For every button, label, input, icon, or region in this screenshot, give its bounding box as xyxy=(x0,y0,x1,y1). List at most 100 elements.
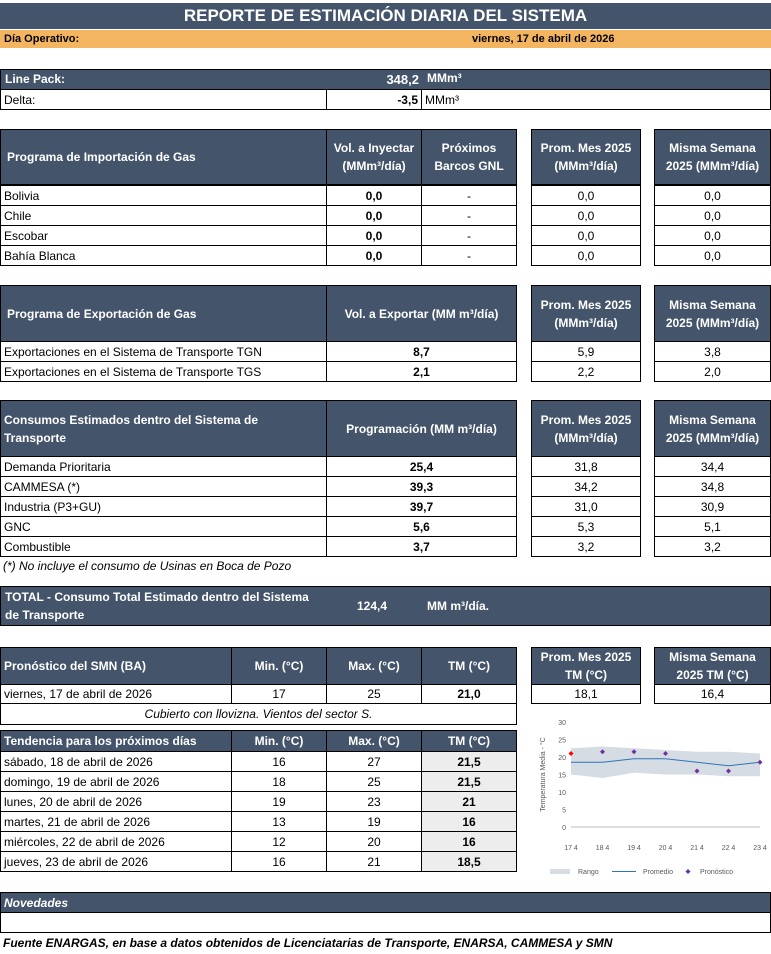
tendencia-row-tm: 16 xyxy=(421,811,517,832)
tendencia-row-min: 13 xyxy=(231,811,327,832)
import-row-vol: 0,0 xyxy=(326,245,422,266)
x-tick-label: 17 4 xyxy=(564,845,578,852)
tendencia-row-date: miércoles, 22 de abril de 2026 xyxy=(0,831,232,852)
tendencia-row-date: domingo, 19 de abril de 2026 xyxy=(0,771,232,792)
pronostico-tm: 21,0 xyxy=(421,684,517,704)
x-tick-label: 20 4 xyxy=(659,845,673,852)
legend-rango-swatch xyxy=(550,869,570,874)
consumo-row-name: CAMMESA (*) xyxy=(0,476,327,497)
tendencia-row-date: lunes, 20 de abril de 2026 xyxy=(0,791,232,812)
total-value: 124,4 xyxy=(357,599,388,613)
importacion-col-prom: Prom. Mes 2025 (MMm³/día) xyxy=(531,129,641,185)
tendencia-row-max: 27 xyxy=(326,751,422,772)
tendencia-header: Tendencia para los próximos días xyxy=(0,730,232,752)
export-row-name: Exportaciones en el Sistema de Transport… xyxy=(0,361,327,382)
pronostico-header: Pronóstico del SMN (BA) xyxy=(0,647,232,685)
promedio-line xyxy=(571,758,761,767)
tendencia-row-min: 12 xyxy=(231,831,327,852)
tendencia-row-max: 23 xyxy=(326,791,422,812)
pronostico-max: 25 xyxy=(326,684,422,704)
range-area xyxy=(571,746,760,778)
import-row-barcos: - xyxy=(421,225,517,246)
pronostico-col-min: Min. (°C) xyxy=(231,647,327,685)
x-tick-label: 18 4 xyxy=(596,845,610,852)
legend-pronostico-label: Pronóstico xyxy=(700,869,733,876)
import-row-vol: 0,0 xyxy=(326,225,422,246)
consumo-row-sem: 5,1 xyxy=(654,516,771,537)
tendencia-row-date: martes, 21 de abril de 2026 xyxy=(0,811,232,832)
import-row-prom: 0,0 xyxy=(531,245,641,266)
dia-operativo-label: Día Operativo: xyxy=(4,33,80,45)
exportacion-col-vol: Vol. a Exportar (MM m³/día) xyxy=(326,285,517,342)
exportacion-col-sem: Misma Semana 2025 (MMm³/día) xyxy=(654,285,771,342)
importacion-col-vol: Vol. a Inyectar (MMm³/día) xyxy=(326,129,422,185)
import-row-prom: 0,0 xyxy=(531,225,641,246)
y-tick-label: 15 xyxy=(558,773,566,780)
consumo-row-prom: 3,2 xyxy=(531,536,641,557)
pronostico-sem: 16,4 xyxy=(654,684,771,704)
exportacion-header: Programa de Exportación de Gas xyxy=(0,285,327,342)
pronostico-point xyxy=(694,768,700,774)
import-row-prom: 0,0 xyxy=(531,185,641,206)
delta-label: Delta: xyxy=(0,89,327,110)
y-tick-label: 20 xyxy=(558,755,566,762)
pronostico-point xyxy=(726,768,731,774)
consumo-row-name: Demanda Prioritaria xyxy=(0,456,327,477)
export-row-prom: 5,9 xyxy=(531,341,641,362)
y-tick-label: 25 xyxy=(558,738,566,745)
import-row-vol: 0,0 xyxy=(326,205,422,226)
total-unit: MM m³/día. xyxy=(427,599,489,613)
import-row-sem: 0,0 xyxy=(654,185,771,206)
pronostico-col-max: Max. (°C) xyxy=(326,647,422,685)
tendencia-row-min: 16 xyxy=(231,751,327,772)
consumo-row-prog: 5,6 xyxy=(326,516,517,537)
y-tick-label: 0 xyxy=(562,825,566,832)
export-row-name: Exportaciones en el Sistema de Transport… xyxy=(0,341,327,362)
import-row-vol: 0,0 xyxy=(326,185,422,206)
export-row-vol: 2,1 xyxy=(326,361,517,382)
export-row-vol: 8,7 xyxy=(326,341,517,362)
y-axis-label: Temperatura Media - °C xyxy=(539,737,547,811)
tendencia-row-max: 19 xyxy=(326,811,422,832)
tendencia-row-min: 19 xyxy=(231,791,327,812)
dia-operativo-bar: Día Operativo: viernes, 17 de abril de 2… xyxy=(0,30,771,48)
tendencia-row-tm: 18,5 xyxy=(421,851,517,872)
import-row-name: Bahía Blanca xyxy=(0,245,327,266)
tendencia-col-max: Max. (°C) xyxy=(326,730,422,752)
x-tick-label: 19 4 xyxy=(627,845,641,852)
import-row-name: Escobar xyxy=(0,225,327,246)
import-row-sem: 0,0 xyxy=(654,245,771,266)
tendencia-row-tm: 21,5 xyxy=(421,771,517,792)
import-row-sem: 0,0 xyxy=(654,225,771,246)
consumo-row-prom: 31,8 xyxy=(531,456,641,477)
pronostico-desc: Cubierto con llovizna. Vientos del secto… xyxy=(0,703,517,725)
linepack-label: Line Pack: xyxy=(5,72,66,86)
x-tick-label: 22 4 xyxy=(722,845,736,852)
y-tick-label: 5 xyxy=(562,808,566,815)
export-row-sem: 2,0 xyxy=(654,361,771,382)
importacion-header: Programa de Importación de Gas xyxy=(0,129,327,185)
novedades-body xyxy=(0,912,771,933)
total-label: TOTAL - Consumo Total Estimado dentro de… xyxy=(5,590,309,622)
tendencia-row-max: 25 xyxy=(326,771,422,792)
tendencia-row-max: 21 xyxy=(326,851,422,872)
consumo-row-sem: 3,2 xyxy=(654,536,771,557)
legend-promedio-label: Promedio xyxy=(643,869,673,876)
import-row-name: Bolivia xyxy=(0,185,327,206)
legend-pronostico-swatch xyxy=(685,869,691,874)
temperature-chart: 0 5 10 15 20 25 30 Temperatura Media - °C 17 4 18… xyxy=(539,720,767,876)
pronostico-prom: 18,1 xyxy=(531,684,641,704)
novedades-header: Novedades xyxy=(0,892,771,913)
pronostico-point xyxy=(568,751,574,756)
tendencia-col-min: Min. (°C) xyxy=(231,730,327,752)
y-tick-label: 30 xyxy=(558,720,566,727)
consumo-row-prog: 3,7 xyxy=(326,536,517,557)
consumo-row-prom: 5,3 xyxy=(531,516,641,537)
pronostico-point xyxy=(631,749,637,755)
import-row-barcos: - xyxy=(421,185,517,206)
importacion-col-sem: Misma Semana 2025 (MMm³/día) xyxy=(654,129,771,185)
tendencia-row-min: 18 xyxy=(231,771,327,792)
consumo-row-name: GNC xyxy=(0,516,327,537)
pronostico-col-sem: Misma Semana 2025 TM (°C) xyxy=(654,647,771,685)
pronostico-col-prom: Prom. Mes 2025 TM (°C) xyxy=(531,647,641,685)
